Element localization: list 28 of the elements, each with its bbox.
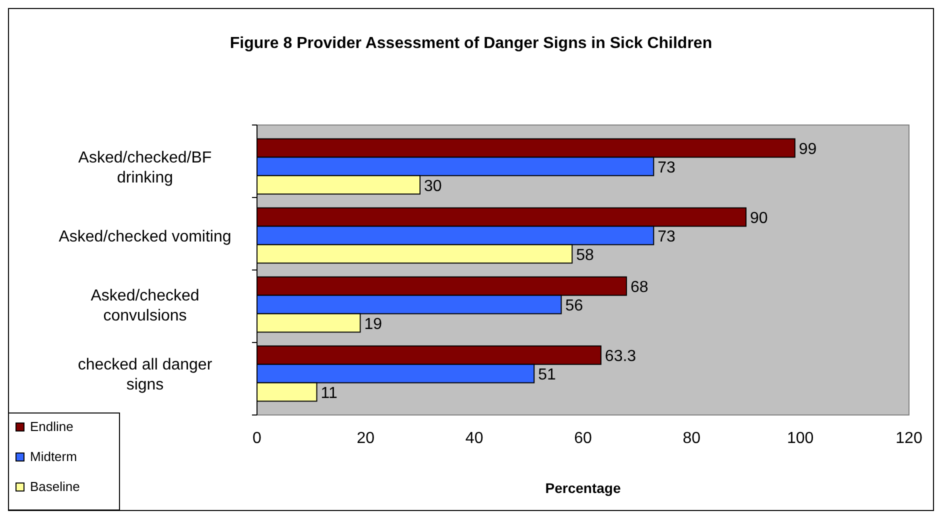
legend-label: Baseline [30,479,80,494]
data-label: 68 [630,279,648,296]
x-tick-label: 20 [356,430,375,447]
data-label: 51 [538,366,556,384]
chart-title: Figure 8 Provider Assessment of Danger Signs in Sick Children [230,35,712,52]
data-label: 99 [798,141,817,158]
data-label: 11 [320,384,338,402]
x-tick-label: 60 [574,430,592,447]
x-axis-title: Percentage [545,480,621,496]
data-label: 58 [576,246,594,264]
data-label: 73 [658,228,676,246]
legend-label: Endline [30,419,74,434]
x-tick-label: 80 [682,430,701,447]
legend-label: Midterm [30,449,77,464]
x-tick-label: 40 [465,430,484,447]
data-label: 63.3 [604,348,636,366]
data-label: 30 [424,178,442,195]
y-tick-label: Asked/checked convulsions [90,288,200,325]
data-label: 56 [565,298,584,315]
data-label: 73 [658,159,676,176]
y-tick-label: Asked/checked vomiting [58,228,232,246]
x-tick-label: 0 [252,430,262,447]
y-tick-label: Asked/checked/BF drinking [78,149,212,186]
data-label: 19 [364,316,382,333]
y-tick-label: checked all danger signs [78,356,213,394]
x-tick-label: 100 [786,430,814,447]
x-tick-label: 120 [896,430,922,447]
data-label: 90 [750,210,768,228]
